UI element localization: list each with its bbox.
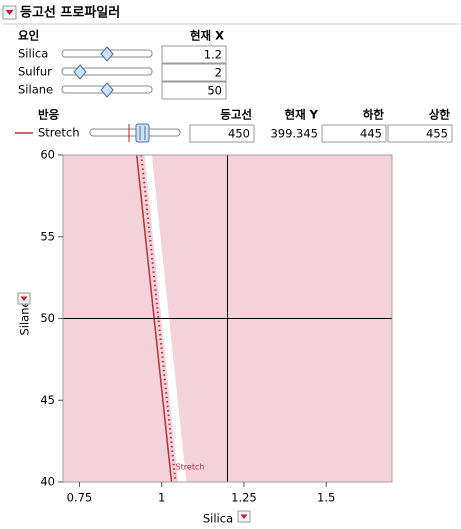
factor-name: Silica bbox=[18, 47, 48, 61]
factor-value[interactable]: 1.2 bbox=[204, 48, 222, 62]
y-tick-label: 45 bbox=[40, 393, 55, 407]
lower-limit[interactable]: 445 bbox=[360, 127, 382, 141]
response-name: Stretch bbox=[38, 126, 79, 140]
factor-value[interactable]: 50 bbox=[207, 84, 222, 98]
x-tick-label: 1.5 bbox=[317, 491, 335, 505]
factor-name: Sulfur bbox=[18, 65, 52, 79]
x-tick-label: 1.25 bbox=[231, 491, 257, 505]
contour-value[interactable]: 450 bbox=[228, 127, 250, 141]
value-box[interactable] bbox=[161, 45, 227, 64]
y-axis-menu-arrow bbox=[20, 296, 28, 301]
value-box[interactable] bbox=[189, 124, 255, 143]
response-column: 반응 bbox=[38, 108, 60, 122]
response-column: 하한 bbox=[363, 108, 385, 122]
slider-handle[interactable] bbox=[100, 46, 114, 62]
y-tick-label: 55 bbox=[40, 229, 55, 243]
y-tick-label: 50 bbox=[40, 311, 55, 325]
value-box[interactable] bbox=[387, 124, 453, 143]
factor-name: Silane bbox=[18, 83, 53, 97]
value-box[interactable] bbox=[161, 63, 227, 82]
factor-value[interactable]: 2 bbox=[215, 66, 222, 80]
slider-handle[interactable] bbox=[135, 123, 150, 143]
factor-column: 현재 X bbox=[190, 29, 224, 43]
factor-column: 요인 bbox=[18, 29, 39, 43]
slider-handle[interactable] bbox=[73, 64, 87, 80]
x-axis-menu-arrow bbox=[240, 514, 248, 519]
header-menu-arrow bbox=[5, 10, 14, 15]
y-tick-label: 60 bbox=[40, 148, 55, 162]
response-column: 상한 bbox=[429, 108, 451, 122]
value-box[interactable] bbox=[161, 81, 227, 100]
y-tick-label: 40 bbox=[40, 475, 55, 489]
contour-label: Stretch bbox=[176, 463, 205, 472]
response-column: 등고선 bbox=[220, 108, 252, 122]
value-box[interactable] bbox=[321, 124, 387, 143]
x-tick-label: 1 bbox=[158, 491, 165, 505]
header-title: 등고선 프로파일러 bbox=[20, 5, 120, 21]
current-y: 399.345 bbox=[270, 127, 318, 141]
limit-line bbox=[140, 154, 177, 483]
slider-handle[interactable] bbox=[100, 82, 114, 98]
slider-track[interactable] bbox=[89, 128, 181, 137]
response-column: 현재 Y bbox=[285, 108, 319, 122]
x-tick-label: 0.75 bbox=[67, 491, 93, 505]
x-axis-title: Silica bbox=[203, 512, 233, 526]
upper-limit[interactable]: 455 bbox=[426, 127, 448, 141]
y-axis-title: Silane bbox=[18, 300, 32, 335]
